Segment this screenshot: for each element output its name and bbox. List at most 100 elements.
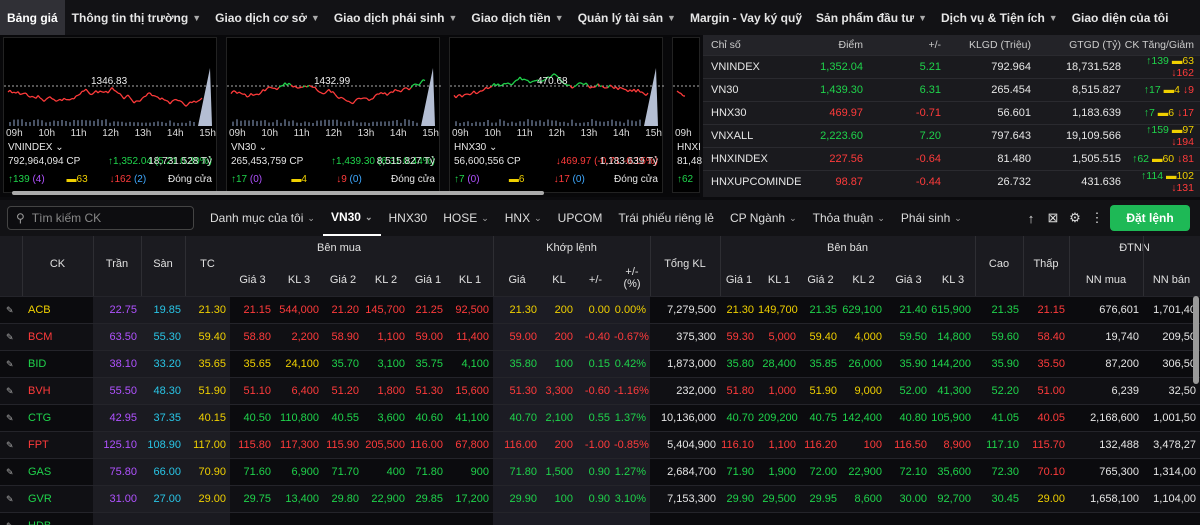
horizontal-scrollbar[interactable] <box>12 191 544 195</box>
pin-icon[interactable]: ✎ <box>6 332 14 342</box>
price-cell: 71.80 <box>493 459 541 486</box>
tab-2[interactable]: HNX30 <box>388 211 428 225</box>
tab-7[interactable]: CP Ngành ⌄ <box>729 211 797 225</box>
excel-icon[interactable]: ⊠ <box>1047 210 1059 225</box>
table-row[interactable]: ✎ BCM 63.50 55.30 59.40 58.80 2,200 58.90 1,100 5… <box>0 323 1200 351</box>
price-cell: 0.90 <box>577 486 614 513</box>
price-cell <box>275 513 323 525</box>
tab-6[interactable]: Trái phiếu riêng lẻ <box>618 211 714 225</box>
symbol-cell[interactable]: HDB <box>22 513 93 525</box>
volume: 81,48 <box>677 156 703 167</box>
nav-item-1[interactable]: Thông tin thị trường ▼ <box>71 10 202 25</box>
pin-icon[interactable]: ✎ <box>6 467 14 477</box>
price-cell: 144,200 <box>931 358 971 370</box>
more-icon[interactable]: ⋮ <box>1090 210 1104 225</box>
nav-item-4[interactable]: Giao dịch tiền ▼ <box>471 10 564 25</box>
tab-5[interactable]: UPCOM <box>557 211 603 225</box>
down-count: ↓17 <box>553 174 570 185</box>
ref-value: 1346.83 <box>91 76 128 87</box>
price-cell: 31.00 <box>93 486 141 513</box>
mini-chart-1[interactable]: 1432.99 09h 10h 11h 12h 13h 14h 15h VN30 ⌄ 265,45… <box>226 37 441 193</box>
index-row[interactable]: HNX30 469.97 -0.71 56.601 1,183.639 ↑7 ▬… <box>703 101 1200 124</box>
mini-chart-2[interactable]: 470.68 09h 10h 11h 12h 13h 14h 15h HNX30 ⌄ 56,600… <box>449 37 664 193</box>
tab-3[interactable]: HOSE ⌄ <box>443 211 489 225</box>
price-cell: 72.00 <box>809 466 837 478</box>
pin-icon[interactable]: ✎ <box>6 413 14 423</box>
nav-item-0[interactable]: Bảng giá <box>0 0 65 35</box>
price-cell: 200 <box>541 297 577 324</box>
pin-icon[interactable]: ✎ <box>6 305 14 315</box>
pin-icon[interactable]: ✎ <box>6 440 14 450</box>
flat-count: ▬4 <box>291 174 307 185</box>
pin-icon[interactable]: ✎ <box>6 521 15 525</box>
price-cell: 52.20 <box>991 385 1019 397</box>
table-row[interactable]: ✎ GAS 75.80 66.00 70.90 71.60 6,900 71.70 400 71.… <box>0 458 1200 486</box>
index-row[interactable]: VNINDEX 1,352.04 5.21 792.964 18,731.528… <box>703 55 1200 79</box>
nav-item-8[interactable]: Dịch vụ & Tiện ích ▼ <box>940 10 1058 25</box>
nav-item-2[interactable]: Giao dịch cơ sở ▼ <box>215 10 320 25</box>
volume: 265,453,759 CP <box>231 156 304 167</box>
nav-item-9[interactable]: Giao diện của tôi <box>1071 10 1169 25</box>
nav-item-5[interactable]: Quản lý tài sản ▼ <box>577 10 676 25</box>
table-row[interactable]: ✎ HDB <box>0 512 1200 525</box>
price-cell: 35.50 <box>1037 358 1065 370</box>
price-cell: 7,279,500 <box>667 304 716 316</box>
tab-9[interactable]: Phái sinh ⌄ <box>900 211 962 225</box>
tab-1[interactable]: VN30 ⌄ <box>322 200 381 236</box>
search-input[interactable]: ⚲ Tìm kiếm CK <box>7 206 194 230</box>
mini-chart-0[interactable]: 1346.83 09h 10h 11h 12h 13h 14h 15h VNINDEX ⌄ 792… <box>3 37 218 193</box>
index-row[interactable]: HNXINDEX 227.56 -0.64 81.480 1,505.515 ↑… <box>703 147 1200 170</box>
price-cell: 116.20 <box>804 439 837 451</box>
table-row[interactable]: ✎ BVH 55.50 48.30 51.90 51.10 6,400 51.20 1,800 5… <box>0 377 1200 405</box>
chevron-down-icon: ▼ <box>1048 12 1058 23</box>
table-row[interactable]: ✎ GVR 31.00 27.00 29.00 29.75 13,400 29.80 22,90… <box>0 485 1200 513</box>
pin-icon[interactable]: ✎ <box>6 494 14 504</box>
table-row[interactable]: ✎ FPT 125.10 108.90 117.00 115.80 117,300 115.9… <box>0 431 1200 459</box>
symbol-cell[interactable]: GAS <box>28 466 52 478</box>
symbol-cell[interactable]: CTG <box>28 412 52 424</box>
table-row[interactable]: ✎ CTG 42.95 37.35 40.15 40.50 110,800 40.55 3,60… <box>0 404 1200 432</box>
chevron-down-icon: ▼ <box>554 12 564 23</box>
tab-0[interactable]: Danh mục của tôi ⌄ <box>210 211 315 225</box>
price-cell <box>720 513 758 525</box>
nav-item-6[interactable]: Margin - Vay ký quỹ <box>689 10 803 25</box>
price-cell: -1.00 <box>577 432 614 459</box>
tab-8[interactable]: Thỏa thuận ⌄ <box>812 211 885 225</box>
price-cell: 38.10 <box>93 351 141 378</box>
pin-icon[interactable]: ✎ <box>6 386 14 396</box>
price-cell: 7,153,300 <box>667 493 716 505</box>
symbol-cell[interactable]: GVR <box>28 493 52 505</box>
vertical-scrollbar[interactable] <box>1193 296 1199 384</box>
pin-icon[interactable]: ✎ <box>6 359 14 369</box>
price-cell: 1,658,100 <box>1090 493 1139 505</box>
index-row[interactable]: HNXUPCOMINDE 98.87 -0.44 26.732 431.636 … <box>703 170 1200 194</box>
index-name: HNXI <box>677 142 701 153</box>
price-cell: 29.80 <box>331 493 359 505</box>
index-row[interactable]: VNXALL 2,223.60 7.20 797.643 19,109.566 … <box>703 124 1200 148</box>
index-row[interactable]: VN30 1,439.30 6.31 265.454 8,515.827 ↑17… <box>703 78 1200 101</box>
arrow-up-icon[interactable]: ↑ <box>1027 210 1035 226</box>
gear-icon[interactable]: ⚙ <box>1069 210 1081 225</box>
place-order-button[interactable]: Đặt lệnh <box>1110 205 1190 231</box>
mini-chart-3[interactable]: 09h HNXI 81,48 ↑62 <box>672 37 703 193</box>
nav-item-7[interactable]: Sản phẩm đầu tư ▼ <box>816 10 927 25</box>
price-cell: -0.85% <box>614 432 650 459</box>
nav-item-3[interactable]: Giao dịch phái sinh ▼ <box>333 10 458 25</box>
value: 1,183.639 Tỷ <box>599 156 658 167</box>
tab-4[interactable]: HNX ⌄ <box>504 211 542 225</box>
symbol-cell[interactable]: BID <box>28 358 47 370</box>
change: ↓469.97 (-0.71 -0.15%) <box>555 156 658 167</box>
table-row[interactable]: ✎ BID 38.10 33.20 35.65 35.65 24,100 35.70 3,100… <box>0 350 1200 378</box>
price-cell: 629,100 <box>842 304 882 316</box>
table-row[interactable]: ✎ ACB 22.75 19.85 21.30 21.15 544,000 21.20 145,… <box>0 296 1200 324</box>
price-cell <box>141 513 185 525</box>
symbol-cell[interactable]: FPT <box>28 439 49 451</box>
price-cell: 51.10 <box>243 385 271 397</box>
symbol-cell[interactable]: ACB <box>28 304 51 316</box>
price-cell: 115.70 <box>1032 439 1065 451</box>
price-cell: 35.90 <box>899 358 927 370</box>
price-cell: 29.90 <box>493 486 541 513</box>
price-cell: 2,200 <box>291 331 319 343</box>
symbol-cell[interactable]: BCM <box>28 331 53 343</box>
symbol-cell[interactable]: BVH <box>28 385 51 397</box>
